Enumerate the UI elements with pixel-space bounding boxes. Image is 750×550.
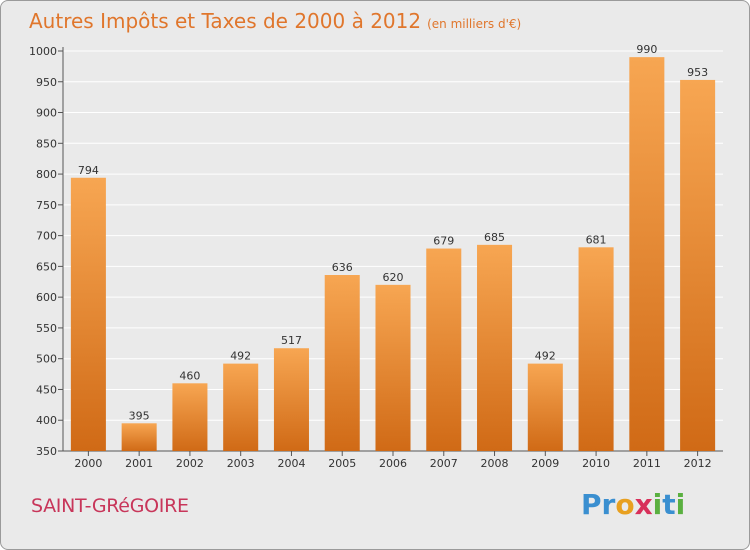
chart-title: Autres Impôts et Taxes de 2000 à 2012 (en… xyxy=(29,9,521,33)
x-tick-label-2001: 2001 xyxy=(125,457,153,470)
y-tick-label: 600 xyxy=(36,291,57,304)
axes: 350 400 450 500 550 600 650 700 750 800 850 900 950 1… xyxy=(29,45,723,470)
proxiti-logo: Proxiti xyxy=(581,488,685,521)
logo-letter: i xyxy=(652,488,663,521)
data-label-2008: 685 xyxy=(484,231,505,244)
x-tick-label-2000: 2000 xyxy=(74,457,102,470)
bars xyxy=(70,57,716,452)
x-tick-label-2011: 2011 xyxy=(633,457,661,470)
bar-2002 xyxy=(172,383,208,451)
data-label-2005: 636 xyxy=(332,261,353,274)
logo-letter: P xyxy=(581,488,602,521)
y-tick-label: 400 xyxy=(36,414,57,427)
commune-name: SAINT-GRéGOIRE xyxy=(31,495,189,517)
y-tick-label: 800 xyxy=(36,168,57,181)
logo-letter: i xyxy=(675,488,686,521)
bar-2003 xyxy=(223,363,259,451)
data-labels: 794 395 460 492 517 636 620 679 685 492 681 990 953 xyxy=(78,43,708,422)
x-tick-label-2003: 2003 xyxy=(227,457,255,470)
x-tick-label-2002: 2002 xyxy=(176,457,204,470)
y-tick-label: 850 xyxy=(36,137,57,150)
bar-2000 xyxy=(70,177,106,451)
bar-2009 xyxy=(527,363,563,451)
x-tick-label-2004: 2004 xyxy=(277,457,305,470)
logo-letter: t xyxy=(662,488,676,521)
y-tick-label: 450 xyxy=(36,383,57,396)
data-label-2002: 460 xyxy=(179,369,200,382)
logo-letter: x xyxy=(634,488,653,521)
y-tick-label: 500 xyxy=(36,353,57,366)
chart-title-text: Autres Impôts et Taxes de 2000 à 2012 xyxy=(29,9,422,33)
logo-letter: o xyxy=(615,488,635,521)
bar-2004 xyxy=(273,348,309,451)
bar-2007 xyxy=(426,248,462,451)
data-label-2007: 679 xyxy=(433,235,454,248)
bar-2001 xyxy=(121,423,157,451)
data-label-2004: 517 xyxy=(281,334,302,347)
logo-letter: r xyxy=(601,488,616,521)
bar-2011 xyxy=(629,57,665,452)
bar-2012 xyxy=(680,79,716,451)
y-tick-label: 550 xyxy=(36,322,57,335)
data-label-2011: 990 xyxy=(636,43,657,56)
x-tick-label-2007: 2007 xyxy=(430,457,458,470)
data-label-2006: 620 xyxy=(383,271,404,284)
data-label-2012: 953 xyxy=(687,66,708,79)
y-tick-label: 700 xyxy=(36,230,57,243)
bar-2010 xyxy=(578,247,614,451)
bar-2006 xyxy=(375,284,411,451)
data-label-2003: 492 xyxy=(230,350,251,363)
y-tick-label: 950 xyxy=(36,76,57,89)
data-label-2000: 794 xyxy=(78,164,99,177)
y-tick-label: 350 xyxy=(36,445,57,458)
x-tick-label-2012: 2012 xyxy=(684,457,712,470)
x-tick-label-2006: 2006 xyxy=(379,457,407,470)
x-tick-label-2010: 2010 xyxy=(582,457,610,470)
bar-2008 xyxy=(477,244,513,451)
y-tick-label: 900 xyxy=(36,107,57,120)
bar-2005 xyxy=(324,275,360,451)
x-tick-label-2009: 2009 xyxy=(531,457,559,470)
x-tick-label-2008: 2008 xyxy=(481,457,509,470)
y-tick-label: 1000 xyxy=(29,45,57,58)
data-label-2001: 395 xyxy=(129,409,150,422)
data-label-2009: 492 xyxy=(535,350,556,363)
y-tick-label: 650 xyxy=(36,260,57,273)
y-tick-label: 750 xyxy=(36,199,57,212)
data-label-2010: 681 xyxy=(586,233,607,246)
chart-title-unit: (en milliers d'€) xyxy=(427,17,522,31)
x-tick-label-2005: 2005 xyxy=(328,457,356,470)
